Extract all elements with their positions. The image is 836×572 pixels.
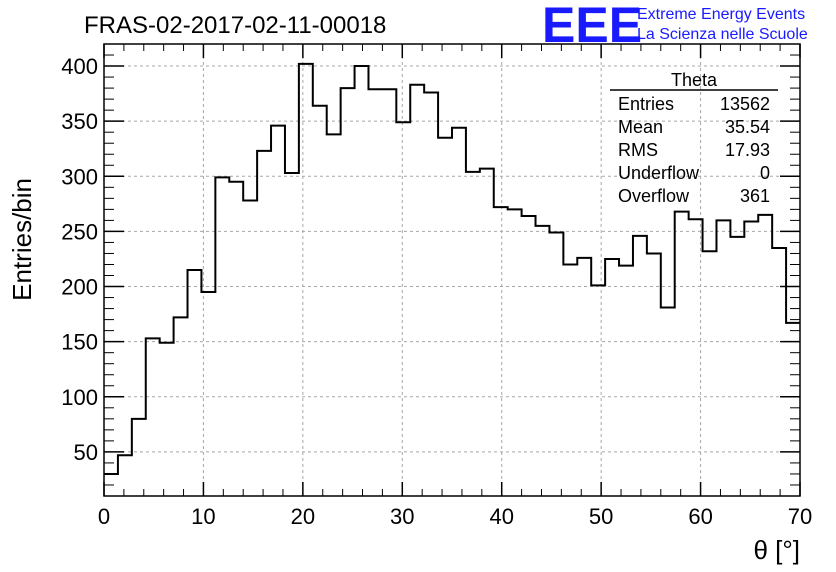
logo-subtitle-1: Extreme Energy Events xyxy=(637,6,805,23)
eee-logo: EEE Extreme Energy Events La Scienza nel… xyxy=(542,0,808,53)
stats-box-title: Theta xyxy=(671,70,718,90)
stats-mean-label: Mean xyxy=(618,117,663,137)
y-tick-label: 200 xyxy=(61,275,98,300)
y-tick-label: 350 xyxy=(61,109,98,134)
stats-underflow-label: Underflow xyxy=(618,163,700,183)
stats-entries-label: Entries xyxy=(618,94,674,114)
x-tick-label: 60 xyxy=(688,504,712,529)
y-tick-label: 300 xyxy=(61,164,98,189)
x-tick-label: 30 xyxy=(390,504,414,529)
stats-entries-value: 13562 xyxy=(720,94,770,114)
x-tick-label: 40 xyxy=(489,504,513,529)
stats-overflow-value: 361 xyxy=(740,186,770,206)
stats-rms-value: 17.93 xyxy=(725,140,770,160)
stats-rms-label: RMS xyxy=(618,140,658,160)
y-tick-label: 100 xyxy=(61,385,98,410)
axis-ticks xyxy=(103,44,801,496)
x-axis-label: θ [°] xyxy=(753,535,800,565)
stats-mean-value: 35.54 xyxy=(725,117,770,137)
y-axis-label: Entries/bin xyxy=(7,178,37,301)
logo-subtitle-2: La Scienza nelle Scuole xyxy=(637,26,808,43)
x-tick-label: 0 xyxy=(98,504,110,529)
grid xyxy=(104,44,800,496)
plot-frame xyxy=(103,43,801,497)
stats-overflow-label: Overflow xyxy=(618,186,690,206)
x-tick-label: 20 xyxy=(291,504,315,529)
stats-box: Theta Entries 13562 Mean 35.54 RMS 17.93… xyxy=(610,70,778,206)
x-tick-label: 10 xyxy=(191,504,215,529)
y-tick-label: 250 xyxy=(61,219,98,244)
histogram-series xyxy=(104,62,800,475)
logo-text: EEE xyxy=(542,0,642,53)
stats-underflow-value: 0 xyxy=(760,163,770,183)
chart-title: FRAS-02-2017-02-11-00018 xyxy=(84,12,386,39)
y-tick-label: 400 xyxy=(61,54,98,79)
tick-labels: 0 10 20 30 40 50 60 70 50 100 150 200 250 300 350 400 xyxy=(61,54,812,529)
y-tick-label: 50 xyxy=(74,440,98,465)
y-tick-label: 150 xyxy=(61,330,98,355)
x-tick-label: 50 xyxy=(589,504,613,529)
x-tick-label: 70 xyxy=(788,504,812,529)
